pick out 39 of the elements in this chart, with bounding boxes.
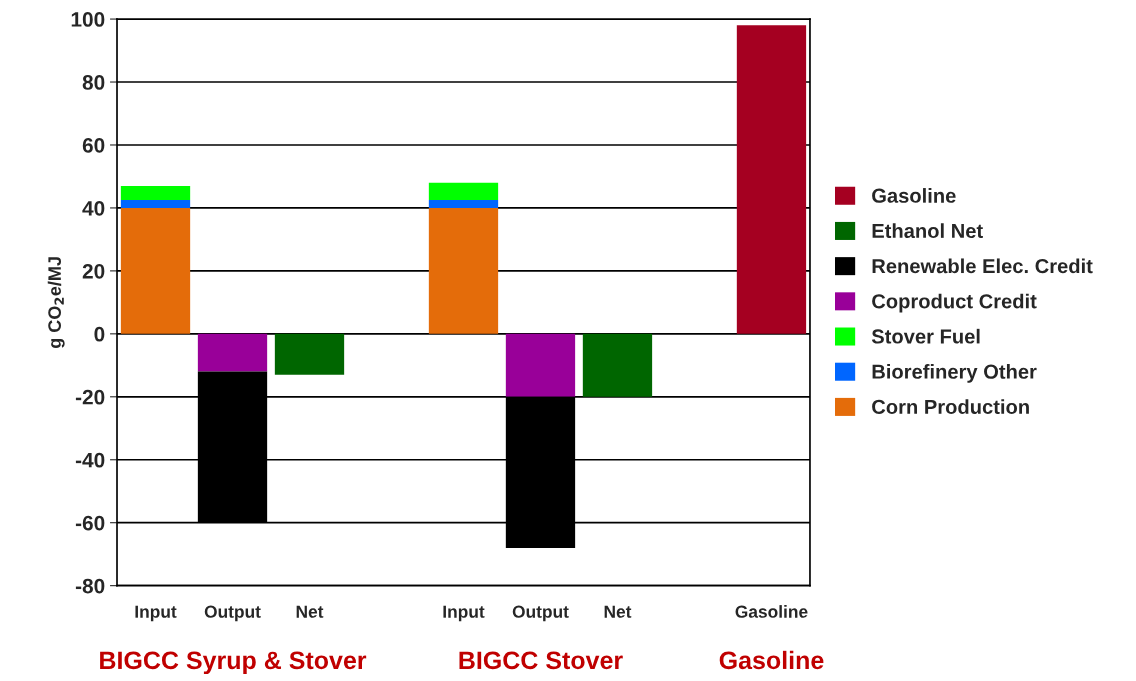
bar (428, 182, 499, 201)
legend-label: Ethanol Net (872, 223, 983, 239)
legend-label: Renewable Elec. Credit (872, 258, 1093, 274)
x-tick-label: Output (204, 605, 261, 622)
y-tick-label: 0 (94, 326, 105, 342)
y-tick-label: 20 (82, 263, 105, 279)
x-tick-label: Net (604, 605, 632, 618)
y-axis-title: g CO$_{2}$e/MJ (47, 257, 65, 349)
y-tick-label: -60 (75, 515, 105, 531)
bar (505, 333, 576, 397)
bar (197, 333, 268, 372)
y-tick-label: -20 (75, 389, 105, 405)
y-tick-label: 40 (82, 200, 105, 216)
legend-label: Coproduct Credit (872, 293, 1037, 313)
bar (428, 200, 499, 208)
bar (582, 333, 653, 397)
x-tick-label: Output (512, 605, 569, 622)
text: BIGCC Stover (459, 651, 623, 670)
bar (120, 185, 191, 201)
x-tick-label: Net (296, 605, 324, 618)
bar (120, 207, 191, 334)
bar (120, 200, 191, 208)
legend-label: Stover Fuel (871, 328, 980, 344)
y-tick-label: 100 (71, 12, 105, 27)
y-tick-label: 80 (82, 75, 105, 90)
y-tick-label: -40 (75, 452, 105, 468)
bar (736, 25, 807, 334)
bar (274, 333, 345, 375)
legend-label: Corn Production (872, 399, 1029, 415)
text: Gasoline (719, 650, 824, 670)
y-tick-label: 60 (82, 137, 105, 153)
legend-label: Biorefinery Other (872, 364, 1037, 383)
x-tick-label: Input (443, 605, 485, 622)
x-tick-label: Input (135, 605, 177, 622)
text: BIGCC Syrup & Stover (100, 651, 367, 675)
legend-label: Gasoline (872, 188, 956, 203)
bar (428, 207, 499, 334)
x-tick-label: Gasoline (735, 605, 808, 618)
y-tick-label: -80 (75, 578, 105, 594)
